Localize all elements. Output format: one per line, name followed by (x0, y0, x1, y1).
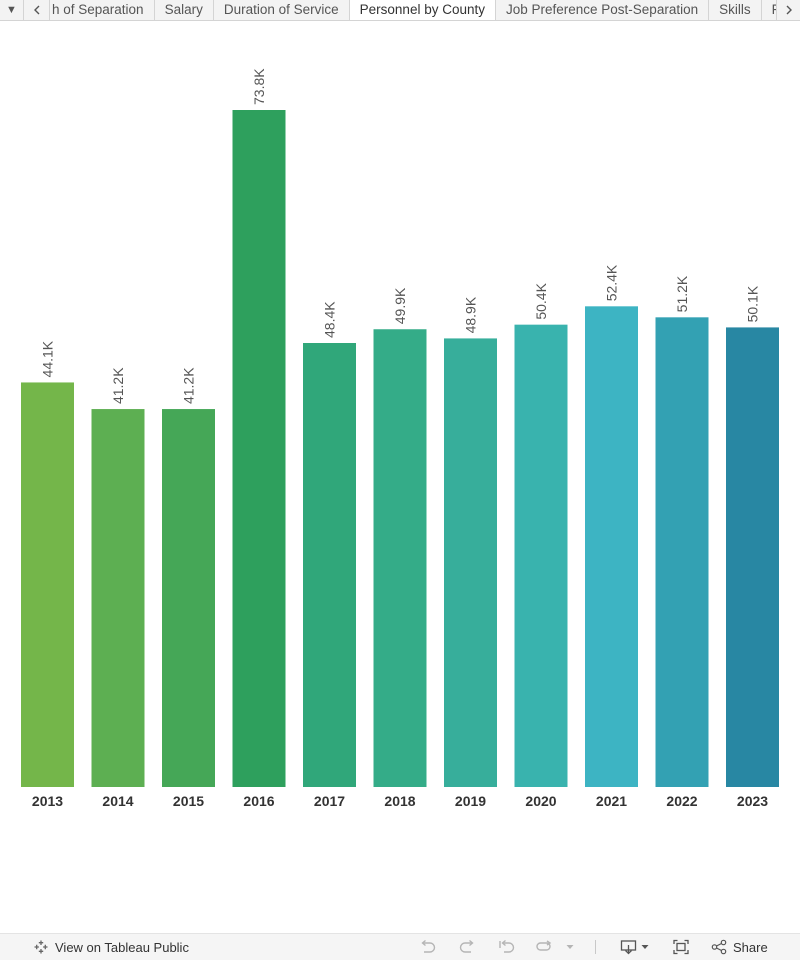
tab-job-preference-post-separation[interactable]: Job Preference Post-Separation (496, 0, 710, 20)
bar-2021[interactable] (585, 306, 638, 787)
bar-2022[interactable] (655, 317, 709, 787)
bar-2016[interactable] (232, 110, 286, 787)
value-label-2013: 44.1K (40, 340, 56, 377)
x-tick-label-2015: 2015 (173, 793, 204, 809)
refresh-dropdown-icon[interactable] (565, 934, 575, 960)
refresh-icon[interactable] (535, 934, 555, 960)
chevron-left-icon[interactable] (24, 0, 50, 20)
view-on-tableau-public-link[interactable]: View on Tableau Public (33, 934, 189, 960)
value-label-2021: 52.4K (604, 264, 620, 301)
value-label-2023: 50.1K (745, 285, 761, 322)
value-label-2017: 48.4K (322, 301, 338, 338)
bar-chart: 44.1K 2013 41.2K 2014 41.2K 2015 73.8K 2016 48.4… (21, 68, 779, 809)
bar-2017[interactable] (303, 343, 356, 787)
fullscreen-icon[interactable] (672, 934, 690, 960)
x-tick-label-2018: 2018 (384, 793, 415, 809)
download-icon[interactable] (620, 934, 638, 960)
revert-icon[interactable] (498, 934, 516, 960)
x-tick-label-2023: 2023 (737, 793, 768, 809)
x-tick-label-2013: 2013 (32, 793, 63, 809)
value-label-2014: 41.2K (110, 367, 126, 404)
bottom-toolbar: View on Tableau Public Share (0, 933, 800, 960)
toolbar-divider (595, 940, 596, 954)
value-label-2015: 41.2K (181, 367, 197, 404)
tab-salary[interactable]: Salary (155, 0, 214, 20)
tab-duration-of-service[interactable]: Duration of Service (214, 0, 350, 20)
x-tick-label-2016: 2016 (243, 793, 274, 809)
sheet-tab-bar: ▼ h of Separation Salary Duration of Ser… (0, 0, 800, 21)
value-label-2018: 49.9K (392, 287, 408, 324)
value-label-2016: 73.8K (251, 68, 267, 105)
x-tick-label-2021: 2021 (596, 793, 627, 809)
x-tick-label-2014: 2014 (102, 793, 133, 809)
redo-icon[interactable] (458, 934, 476, 960)
bar-2018[interactable] (373, 329, 427, 787)
download-dropdown-icon[interactable] (640, 934, 650, 960)
share-button[interactable]: Share (711, 934, 768, 960)
x-tick-label-2022: 2022 (666, 793, 697, 809)
x-tick-label-2017: 2017 (314, 793, 345, 809)
x-tick-label-2020: 2020 (525, 793, 556, 809)
sheet-tabs: h of Separation Salary Duration of Servi… (50, 0, 776, 20)
tableau-logo-icon (34, 940, 48, 954)
view-on-tableau-public-label: View on Tableau Public (55, 939, 189, 955)
bar-2015[interactable] (162, 409, 215, 787)
x-tick-label-2019: 2019 (455, 793, 486, 809)
share-icon (711, 939, 727, 955)
bar-2023[interactable] (726, 327, 779, 787)
undo-icon[interactable] (419, 934, 437, 960)
tab-personnel-by-county[interactable]: Personnel by County (349, 0, 496, 20)
tab-month-of-separation[interactable]: h of Separation (50, 0, 155, 20)
bar-2013[interactable] (21, 382, 74, 787)
value-label-2019: 48.9K (463, 296, 479, 333)
chevron-right-icon[interactable] (776, 0, 800, 20)
tab-menu-dropdown-icon[interactable]: ▼ (0, 0, 24, 20)
bar-2014[interactable] (91, 409, 145, 787)
tab-skills[interactable]: Skills (709, 0, 762, 20)
share-label: Share (733, 939, 768, 955)
value-label-2020: 50.4K (533, 282, 549, 319)
bar-2020[interactable] (514, 324, 568, 787)
tab-for[interactable]: For (762, 0, 776, 20)
bar-2019[interactable] (444, 338, 497, 787)
value-label-2022: 51.2K (674, 275, 690, 312)
